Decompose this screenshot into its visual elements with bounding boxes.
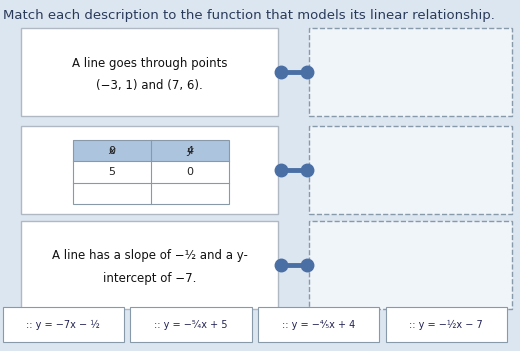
FancyBboxPatch shape xyxy=(258,307,380,342)
Text: A line has a slope of −½ and a y-: A line has a slope of −½ and a y- xyxy=(51,249,248,262)
Text: 5: 5 xyxy=(108,167,115,177)
FancyBboxPatch shape xyxy=(73,140,229,161)
Text: 0: 0 xyxy=(186,167,193,177)
Text: (−3, 1) and (7, 6).: (−3, 1) and (7, 6). xyxy=(96,79,203,92)
FancyBboxPatch shape xyxy=(21,28,278,116)
Text: :: y = −⁵⁄₄x + 5: :: y = −⁵⁄₄x + 5 xyxy=(154,320,228,330)
Text: A line goes through points: A line goes through points xyxy=(72,57,227,70)
FancyBboxPatch shape xyxy=(3,307,124,342)
FancyBboxPatch shape xyxy=(309,126,512,214)
FancyBboxPatch shape xyxy=(309,221,512,309)
Text: :: y = −½x − 7: :: y = −½x − 7 xyxy=(409,320,483,330)
Text: :: y = −⁴⁄₅x + 4: :: y = −⁴⁄₅x + 4 xyxy=(282,320,355,330)
FancyBboxPatch shape xyxy=(21,221,278,309)
FancyBboxPatch shape xyxy=(386,307,507,342)
Text: intercept of −7.: intercept of −7. xyxy=(103,272,196,285)
Text: 4: 4 xyxy=(186,146,193,156)
Text: Match each description to the function that models its linear relationship.: Match each description to the function t… xyxy=(3,9,495,22)
Text: :: y = −7x − ½: :: y = −7x − ½ xyxy=(27,320,100,330)
FancyBboxPatch shape xyxy=(309,28,512,116)
Text: x: x xyxy=(109,146,115,156)
FancyBboxPatch shape xyxy=(21,126,278,214)
Text: 0: 0 xyxy=(108,146,115,156)
FancyBboxPatch shape xyxy=(130,307,252,342)
Text: y: y xyxy=(187,146,193,156)
